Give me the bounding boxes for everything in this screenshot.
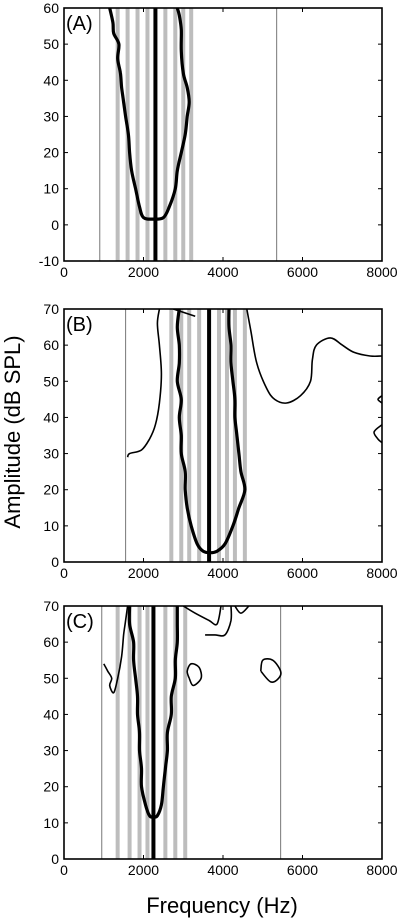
x-tick-label: 4000 xyxy=(207,565,238,581)
axes-frame xyxy=(63,605,383,860)
y-tick-label: 50 xyxy=(43,670,59,686)
y-tick-label: 20 xyxy=(43,145,59,161)
plot-area xyxy=(101,606,282,859)
thin-contour-line xyxy=(103,606,129,694)
panel-label: (C) xyxy=(66,611,94,633)
y-tick-label: 50 xyxy=(43,373,59,389)
x-tick-label: 2000 xyxy=(128,862,159,878)
plot-area xyxy=(99,8,278,261)
y-tick-label: 10 xyxy=(43,815,59,831)
y-tick-label: 40 xyxy=(43,706,59,722)
x-tick-label: 2000 xyxy=(128,264,159,280)
y-tick-label: 20 xyxy=(43,482,59,498)
thin-contour-line xyxy=(173,309,196,317)
y-tick-label: 0 xyxy=(51,851,59,867)
y-tick-label: 40 xyxy=(43,72,59,88)
y-tick-label: 50 xyxy=(43,36,59,52)
thin-contour-line xyxy=(260,658,282,683)
thin-contour-line xyxy=(234,606,250,615)
y-tick-label: 40 xyxy=(43,409,59,425)
y-tick-label: 0 xyxy=(51,217,59,233)
x-tick-label: 0 xyxy=(60,264,68,280)
y-tick-label: 0 xyxy=(51,554,59,570)
x-tick-label: 0 xyxy=(60,565,68,581)
thin-contour-line xyxy=(182,606,222,626)
x-tick-label: 8000 xyxy=(366,862,397,878)
y-tick-label: 60 xyxy=(43,634,59,650)
axes-frame xyxy=(63,7,383,262)
thin-contour-line xyxy=(205,606,233,637)
thin-contour-line xyxy=(186,662,203,687)
y-tick-label: 70 xyxy=(43,598,59,614)
x-tick-label: 8000 xyxy=(366,264,397,280)
y-tick-label: 60 xyxy=(43,337,59,353)
axes-frame xyxy=(63,308,383,563)
y-tick-label: 30 xyxy=(43,108,59,124)
y-tick-label: 10 xyxy=(43,518,59,534)
y-tick-label: 10 xyxy=(43,181,59,197)
panel-3: 0 2000 4000 6000 8000 0 10 20 30 40 50 60 70 (C) xyxy=(43,598,397,878)
y-tick-label: 60 xyxy=(43,0,59,16)
panel-label: (A) xyxy=(66,13,93,35)
x-axis-label: Frequency (Hz) xyxy=(146,893,298,918)
thin-contour-line xyxy=(126,309,163,458)
x-tick-label: 4000 xyxy=(207,264,238,280)
x-tick-label: 4000 xyxy=(207,862,238,878)
x-tick-label: 6000 xyxy=(287,862,318,878)
x-tick-label: 8000 xyxy=(366,565,397,581)
y-tick-label: 30 xyxy=(43,446,59,462)
x-tick-label: 6000 xyxy=(287,264,318,280)
x-tick-label: 6000 xyxy=(287,565,318,581)
thin-contour-line xyxy=(373,424,382,444)
y-tick-label: 70 xyxy=(43,301,59,317)
panel-2: 0 2000 4000 6000 8000 0 10 20 30 40 50 60 70 (B) xyxy=(43,301,397,581)
panel-label: (B) xyxy=(66,314,93,336)
y-axis-label: Amplitude (dB SPL) xyxy=(0,335,25,528)
x-tick-label: 0 xyxy=(60,862,68,878)
y-tick-label: 30 xyxy=(43,743,59,759)
y-tick-label: -10 xyxy=(39,253,59,269)
y-tick-label: 20 xyxy=(43,779,59,795)
thin-contour-line xyxy=(377,395,382,404)
x-tick-label: 2000 xyxy=(128,565,159,581)
thin-contour-line xyxy=(246,309,382,404)
tuning-curve-contour xyxy=(108,8,191,221)
plot-area xyxy=(125,309,382,562)
